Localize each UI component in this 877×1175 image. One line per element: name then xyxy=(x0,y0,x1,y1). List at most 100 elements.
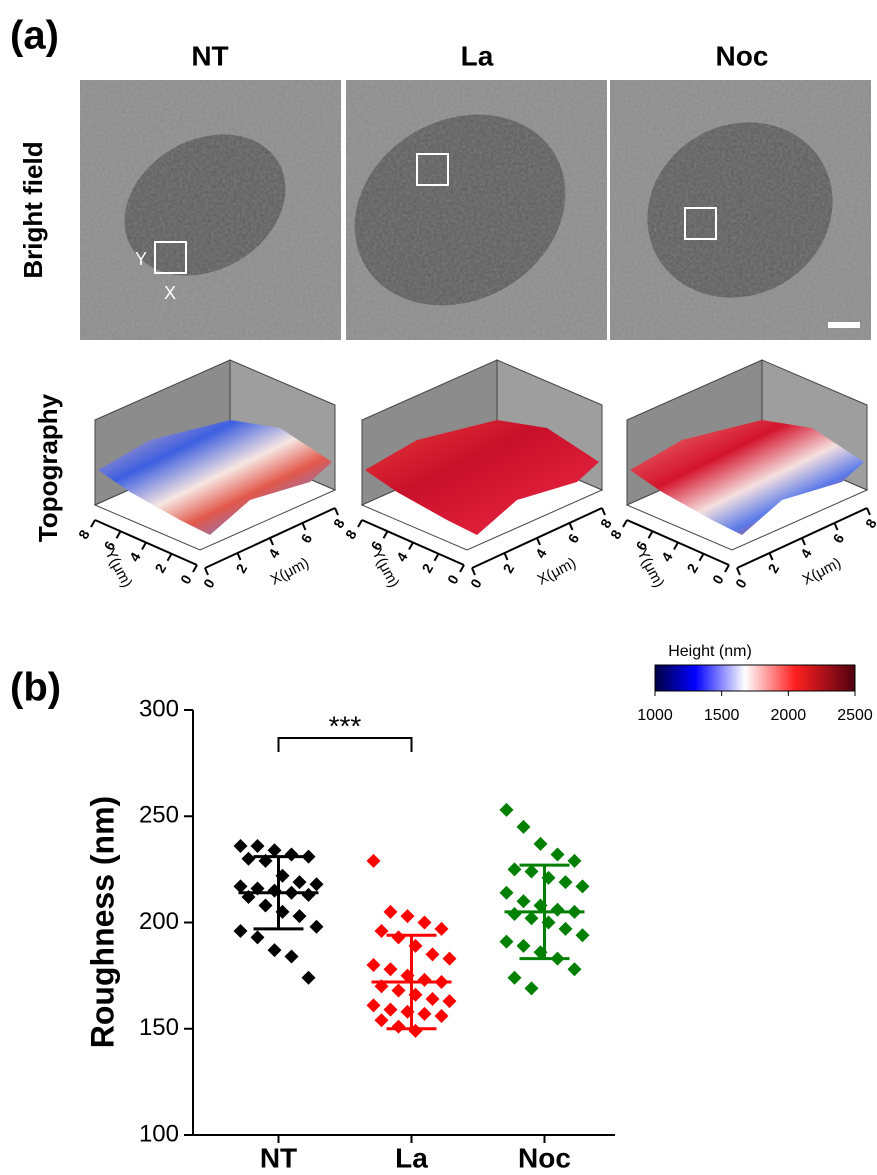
tick-mark xyxy=(724,564,730,573)
texture xyxy=(610,80,871,340)
data-point xyxy=(241,851,256,866)
tick-label: 8 xyxy=(862,516,877,531)
data-point xyxy=(233,924,248,938)
tick-mark xyxy=(204,567,209,576)
data-point xyxy=(507,907,522,921)
scale-bar xyxy=(828,322,860,328)
tick-label: 0 xyxy=(444,572,462,587)
data-point xyxy=(250,839,265,853)
data-point xyxy=(233,839,248,853)
tick-mark xyxy=(536,537,541,546)
x-tick-label: La xyxy=(395,1142,428,1173)
tick-label: 2 xyxy=(499,561,517,576)
data-point xyxy=(558,875,573,890)
tick-mark xyxy=(141,542,147,550)
data-point xyxy=(516,819,531,834)
data-point xyxy=(550,902,565,917)
tick-label: 6 xyxy=(829,531,847,546)
tick-mark xyxy=(833,522,839,531)
axis-title: X(μm) xyxy=(800,554,844,588)
data-point xyxy=(524,864,539,879)
tick-mark xyxy=(801,537,806,546)
tick-mark xyxy=(269,537,274,546)
data-point xyxy=(374,1013,389,1028)
surface xyxy=(365,420,599,535)
column-title: La xyxy=(461,40,494,71)
tick-mark xyxy=(90,519,96,528)
data-point xyxy=(524,911,539,926)
data-point xyxy=(575,928,590,943)
colorbar xyxy=(654,664,856,692)
y-tick-label: 150 xyxy=(139,1014,179,1041)
tick-label: 0 xyxy=(709,572,727,587)
tick-label: 2 xyxy=(764,561,782,576)
data-point xyxy=(309,877,324,892)
data-point xyxy=(258,898,273,913)
texture xyxy=(80,80,341,340)
data-point xyxy=(284,949,299,964)
y-tick-label: 100 xyxy=(139,1120,179,1147)
colorbar-title: Height (nm) xyxy=(668,643,752,660)
significance-bracket xyxy=(277,737,413,752)
colorbar-tick-label: 1500 xyxy=(704,707,740,724)
data-point xyxy=(284,847,299,862)
data-point xyxy=(383,962,398,977)
tick-label: 2 xyxy=(683,561,701,576)
tick-label: 0 xyxy=(732,576,750,591)
data-point xyxy=(292,875,307,890)
tick-label: 4 xyxy=(265,546,283,561)
data-point xyxy=(301,849,316,864)
data-point xyxy=(292,909,307,924)
tick-mark xyxy=(115,530,122,539)
data-point xyxy=(309,919,324,934)
data-point xyxy=(383,904,398,919)
column-title: NT xyxy=(191,40,228,71)
tick-mark xyxy=(357,519,363,528)
roi-axis-label: X xyxy=(164,283,176,303)
data-point xyxy=(383,1002,398,1017)
colorbar-tick-label: 1000 xyxy=(637,707,673,724)
tick-mark xyxy=(698,553,705,562)
tick-label: 0 xyxy=(200,576,218,591)
tick-label: 2 xyxy=(418,561,436,576)
data-point xyxy=(499,885,514,900)
data-point xyxy=(434,921,449,936)
data-point xyxy=(567,962,582,977)
data-point xyxy=(524,981,539,996)
tick-label: 4 xyxy=(797,546,815,561)
roi-box xyxy=(684,207,717,240)
x-tick-label: Noc xyxy=(518,1142,571,1173)
data-point xyxy=(434,1009,449,1023)
data-point xyxy=(417,915,432,930)
tick-mark xyxy=(301,522,307,531)
tick-label: 4 xyxy=(393,549,411,564)
data-point xyxy=(417,1006,432,1021)
data-point xyxy=(301,970,316,985)
data-point xyxy=(516,938,531,953)
data-point xyxy=(442,951,457,966)
row-label: Bright field xyxy=(18,141,48,278)
data-point xyxy=(267,943,282,958)
tick-label: 4 xyxy=(532,546,550,561)
data-point xyxy=(374,924,389,938)
tick-mark xyxy=(236,552,242,561)
data-point xyxy=(550,847,565,862)
tick-mark xyxy=(568,522,574,531)
y-tick-label: 300 xyxy=(139,695,179,722)
data-point xyxy=(391,930,406,945)
tick-label: 4 xyxy=(658,549,676,564)
data-point xyxy=(499,802,514,817)
tick-label: 6 xyxy=(564,531,582,546)
surface xyxy=(98,420,332,535)
tick-label: 2 xyxy=(151,561,169,576)
data-point xyxy=(442,994,457,1009)
data-point xyxy=(391,1019,406,1034)
significance-label: *** xyxy=(329,710,362,741)
data-point xyxy=(267,843,282,858)
surface xyxy=(630,420,864,535)
data-point xyxy=(366,958,381,972)
data-point xyxy=(366,853,381,868)
data-point xyxy=(533,836,548,851)
tick-mark xyxy=(192,564,198,573)
axis-title: X(μm) xyxy=(268,554,312,588)
